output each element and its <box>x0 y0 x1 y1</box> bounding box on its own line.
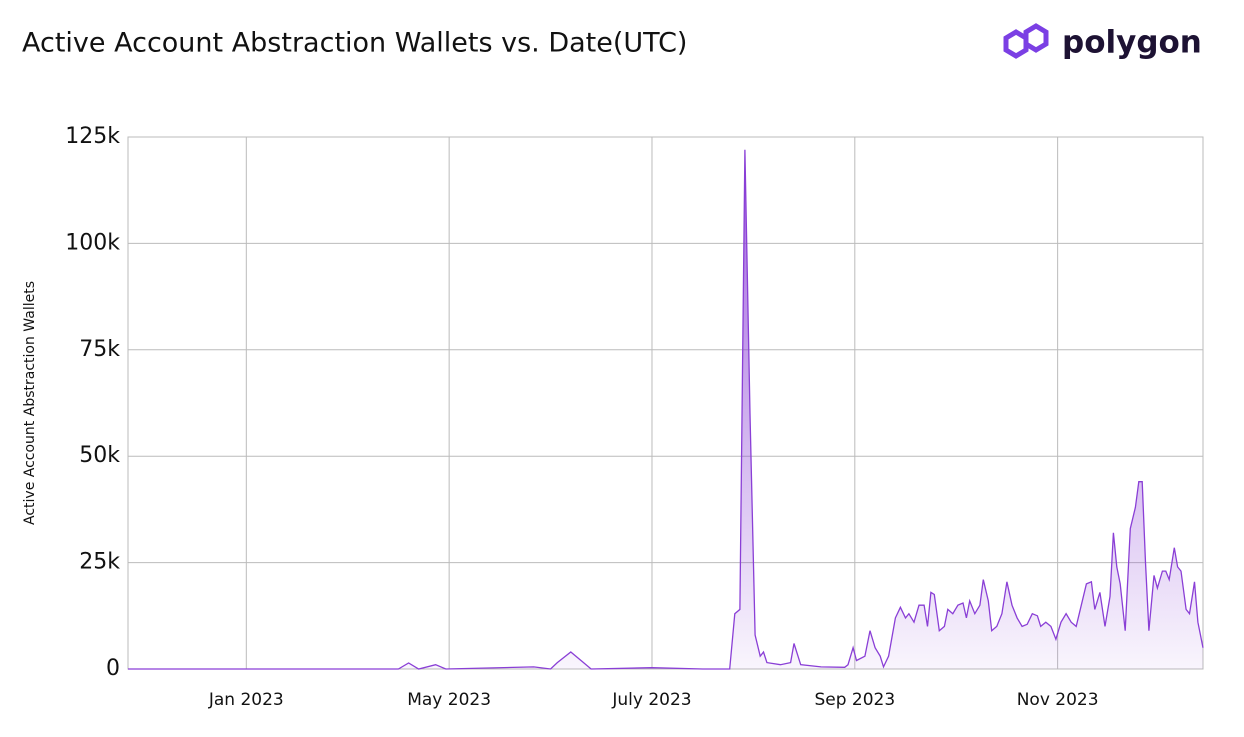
y-tick-label: 125k <box>65 124 120 149</box>
brand-logo <box>1003 23 1049 59</box>
x-tick-label: May 2023 <box>407 690 491 710</box>
y-tick-label: 75k <box>79 337 120 362</box>
x-tick-label: Nov 2023 <box>1017 690 1099 710</box>
plot-frame <box>127 136 1204 670</box>
y-tick-label: 25k <box>79 550 120 575</box>
chart-title: Active Account Abstraction Wallets vs. D… <box>22 28 687 59</box>
y-axis-label: Active Account Abstraction Wallets <box>22 281 38 525</box>
area-line <box>128 149 1204 670</box>
y-tick-label: 50k <box>79 443 120 468</box>
x-tick-label: Sep 2023 <box>814 690 895 710</box>
x-tick-label: Jan 2023 <box>208 690 284 710</box>
x-tick-label: July 2023 <box>611 690 691 710</box>
y-tick-label: 0 <box>106 656 120 681</box>
area-fill <box>128 149 1203 670</box>
y-tick-label: 100k <box>65 230 120 255</box>
brand-name: polygon <box>1062 25 1202 61</box>
